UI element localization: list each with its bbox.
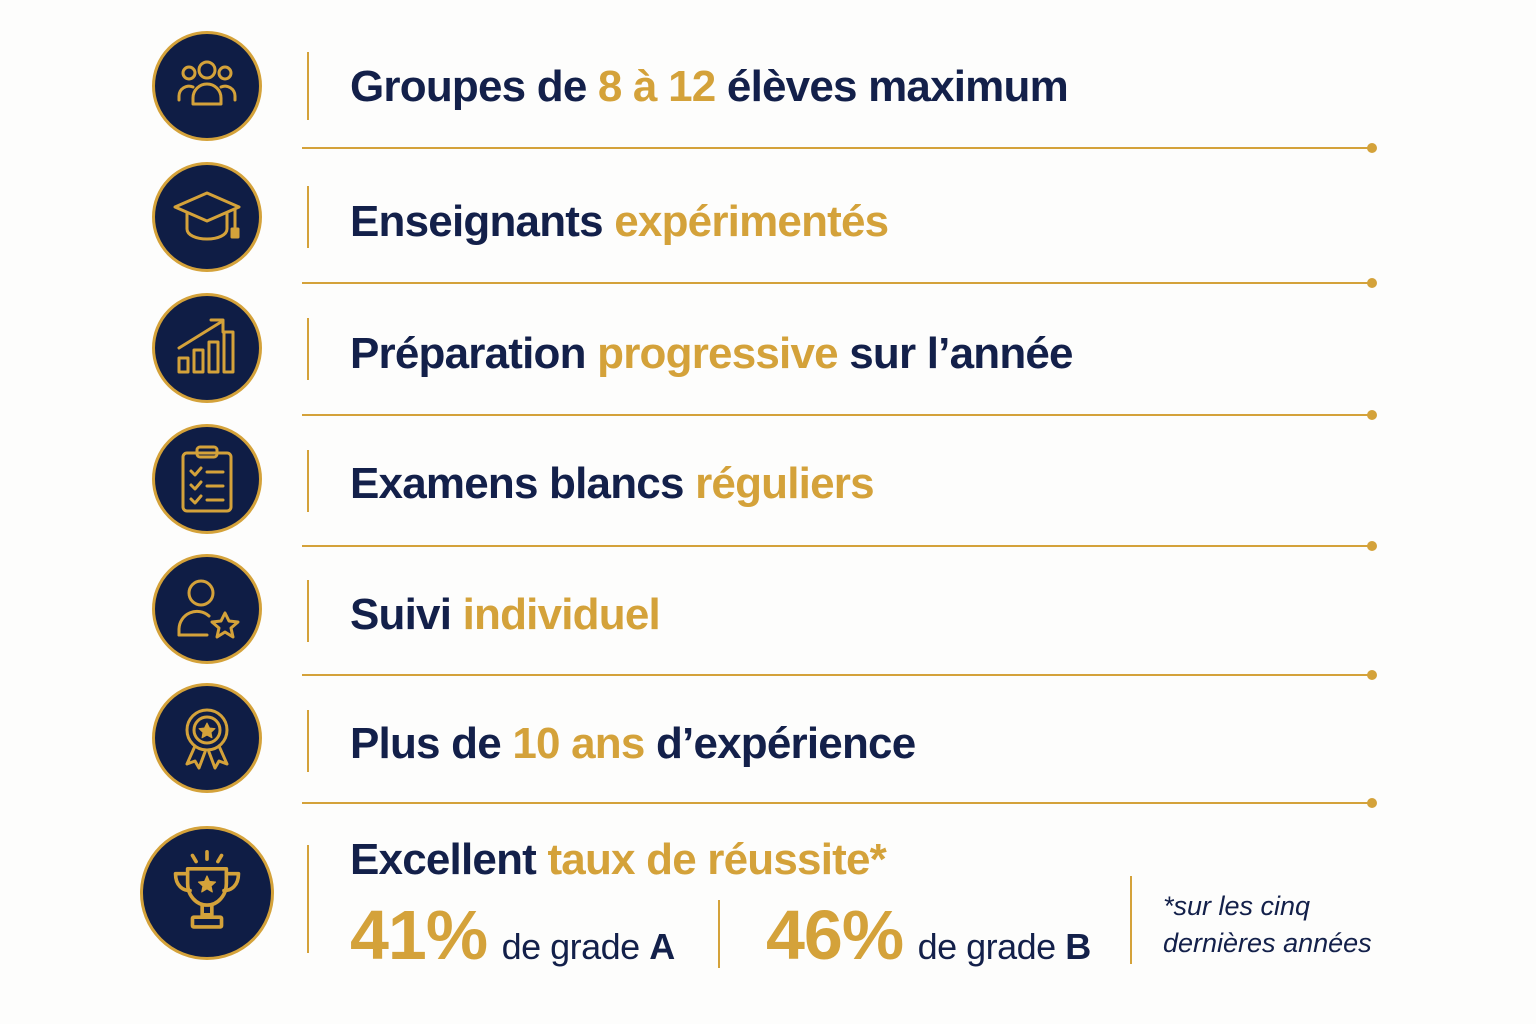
footnote: *sur les cinq dernières années [1163,891,1372,958]
divider-dot [1367,143,1377,153]
row-accent-bar [307,186,309,248]
feature-label-exams: Examens blancs réguliers [350,459,875,508]
row-divider [302,147,1372,149]
feature-icon-circle [152,683,262,793]
row-accent-bar [307,580,309,642]
feature-icon-circle [140,826,274,960]
feature-label-preparation: Préparation progressive sur l’année [350,329,1074,378]
stat-separator [1130,876,1132,964]
feature-icon-circle [152,31,262,141]
stat-grade-a: 41% de grade A [350,900,675,970]
row-accent-bar [307,710,309,772]
divider-dot [1367,798,1377,808]
stat-separator [718,900,720,968]
row-divider [302,414,1372,416]
feature-label-experience: Plus de 10 ans d’expérience [350,719,916,768]
row-accent-bar [307,845,309,953]
row-accent-bar [307,450,309,512]
growth-chart-icon [177,318,235,374]
divider-dot [1367,541,1377,551]
success-title: Excellent taux de réussite* [350,835,887,884]
row-accent-bar [307,52,309,120]
graduation-cap-icon [173,191,241,241]
row-divider [302,802,1372,804]
feature-icon-circle [152,554,262,664]
divider-dot [1367,670,1377,680]
clipboard-checklist-icon [181,445,233,513]
feature-label-groups: Groupes de 8 à 12 élèves maximum [350,62,1069,111]
stat-label: de grade A [501,926,676,967]
stat-percentage: 46% [766,896,904,974]
stat-label: de grade B [917,926,1092,967]
user-star-icon [177,579,240,639]
row-divider [302,282,1372,284]
divider-dot [1367,410,1377,420]
row-divider [302,674,1372,676]
row-accent-bar [307,318,309,380]
row-divider [302,545,1372,547]
feature-icon-circle [152,424,262,534]
trophy-icon [173,850,241,929]
group-icon [177,60,237,106]
divider-dot [1367,278,1377,288]
feature-label-teachers: Enseignants expérimentés [350,197,889,246]
feature-icon-circle [152,293,262,403]
stat-grade-b: 46% de grade B [766,900,1091,970]
award-badge-icon [185,708,229,770]
stat-percentage: 41% [350,896,488,974]
feature-icon-circle [152,162,262,272]
feature-label-follow-up: Suivi individuel [350,590,661,639]
